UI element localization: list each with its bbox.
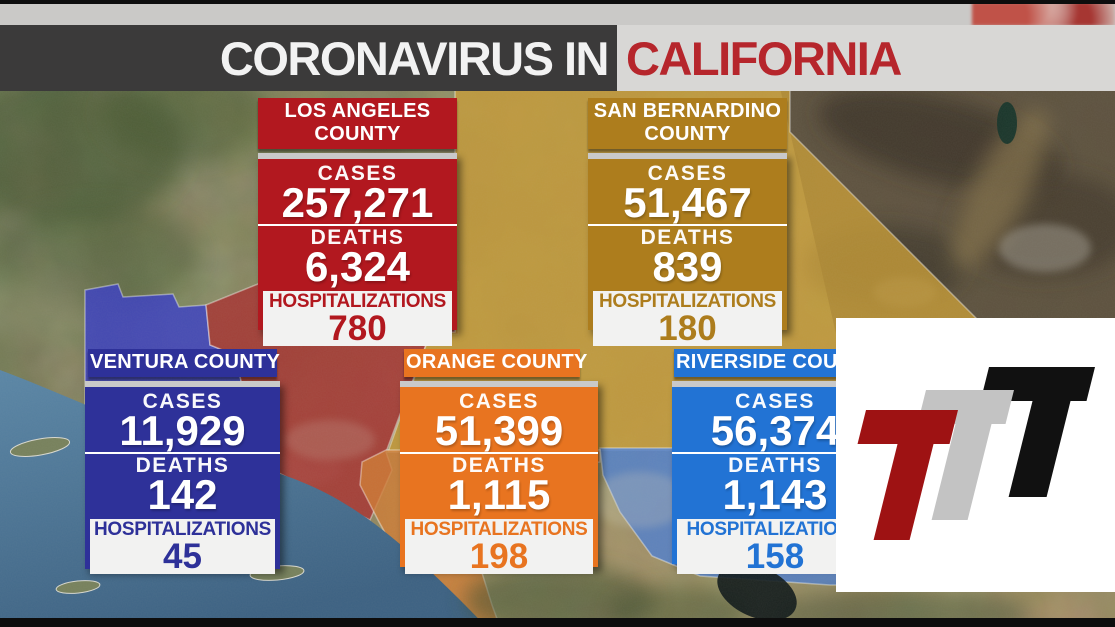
title-region: CALIFORNIA — [626, 31, 902, 85]
cases-value: 51,467 — [623, 179, 752, 226]
hospitalizations-label: HOSPITALIZATIONS — [268, 291, 447, 312]
deaths-label: DEATHS — [640, 226, 735, 249]
hospitalizations-value: 780 — [328, 309, 387, 348]
county-card-san-bernardino: SAN BERNARDINO COUNTY CASES 51,467 DEATH… — [588, 98, 787, 346]
top-gray-strip — [0, 4, 1115, 25]
county-card-los-angeles: LOS ANGELES COUNTY CASES 257,271 DEATHS … — [258, 98, 457, 346]
title-bar: CORONAVIRUS IN CALIFORNIA — [0, 25, 1115, 91]
hospitalizations-box: HOSPITALIZATIONS 45 — [90, 519, 275, 574]
divider — [400, 452, 598, 454]
hospitalizations-label: HOSPITALIZATIONS — [686, 519, 864, 540]
cases-value: 11,929 — [119, 407, 246, 454]
hospitalizations-box: HOSPITALIZATIONS 198 — [405, 519, 593, 574]
deaths-value: 1,143 — [722, 471, 828, 518]
deaths-value: 839 — [652, 243, 723, 290]
cases-label: CASES — [735, 390, 815, 413]
county-name: LOS ANGELES COUNTY — [258, 98, 457, 149]
title-region-panel: CALIFORNIA — [617, 25, 1115, 91]
divider — [85, 452, 280, 454]
ttt-logo-icon — [857, 367, 1095, 540]
hospitalizations-value: 158 — [745, 537, 805, 576]
county-name: ORANGE COUNTY — [404, 349, 587, 377]
cases-value: 257,271 — [281, 179, 434, 226]
county-stats: CASES 51,467 DEATHS 839 HOSPITALIZATIONS… — [588, 153, 787, 346]
divider — [588, 224, 787, 226]
county-name: VENTURA COUNTY — [88, 349, 280, 377]
cases-label: CASES — [647, 162, 728, 185]
cases-label: CASES — [317, 162, 398, 185]
hospitalizations-value: 45 — [163, 537, 202, 576]
title-prefix-panel: CORONAVIRUS IN — [0, 25, 617, 91]
top-black-bar — [0, 0, 1115, 4]
deaths-value: 6,324 — [304, 243, 411, 290]
top-right-photo — [972, 2, 1115, 26]
bottom-black-bar — [0, 618, 1115, 627]
deaths-value: 142 — [147, 471, 218, 518]
cases-value: 56,374 — [710, 407, 840, 454]
deaths-label: DEATHS — [452, 454, 546, 477]
hospitalizations-value: 198 — [469, 537, 529, 576]
cases-label: CASES — [142, 390, 223, 413]
divider — [258, 224, 457, 226]
deaths-label: DEATHS — [728, 454, 822, 477]
hospitalizations-label: HOSPITALIZATIONS — [93, 519, 272, 540]
hospitalizations-label: HOSPITALIZATIONS — [598, 291, 777, 312]
hospitalizations-box: HOSPITALIZATIONS 780 — [263, 291, 452, 346]
station-logo — [836, 318, 1115, 592]
county-card-orange: ORANGE COUNTY CASES 51,399 DEATHS 1,115 … — [400, 349, 598, 574]
divider — [672, 452, 878, 454]
hospitalizations-label: HOSPITALIZATIONS — [410, 519, 588, 540]
hospitalizations-value: 180 — [658, 309, 717, 348]
county-stats: CASES 257,271 DEATHS 6,324 HOSPITALIZATI… — [258, 153, 457, 346]
county-name: SAN BERNARDINO COUNTY — [588, 98, 787, 149]
deaths-label: DEATHS — [310, 226, 405, 249]
county-card-ventura: VENTURA COUNTY CASES 11,929 DEATHS 142 H… — [85, 349, 280, 574]
title-prefix: CORONAVIRUS IN — [219, 31, 610, 85]
hospitalizations-box: HOSPITALIZATIONS 180 — [593, 291, 782, 346]
deaths-label: DEATHS — [135, 454, 230, 477]
deaths-value: 1,115 — [447, 471, 551, 518]
county-stats: CASES 11,929 DEATHS 142 HOSPITALIZATIONS… — [85, 381, 280, 574]
cases-value: 51,399 — [434, 407, 564, 454]
county-stats: CASES 51,399 DEATHS 1,115 HOSPITALIZATIO… — [400, 381, 598, 574]
cases-label: CASES — [459, 390, 539, 413]
